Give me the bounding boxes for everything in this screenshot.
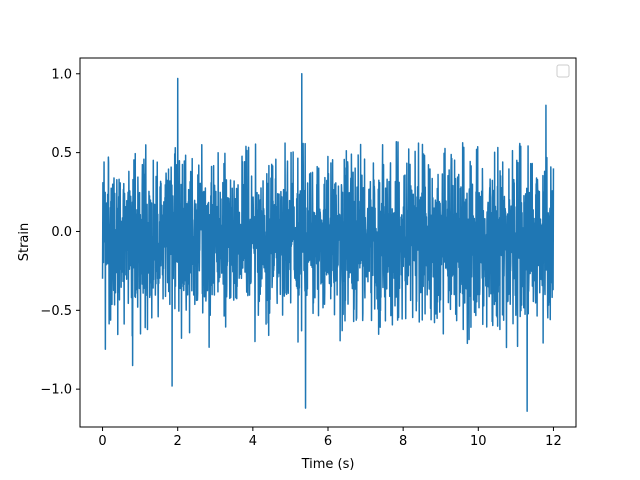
axes: 0 2 4 6 8 10 12 −1.0 −0.5 0.0 0.5 1.0 — [40, 57, 577, 449]
x-tick-label: 12 — [545, 434, 562, 449]
y-axis-title: Strain — [17, 223, 32, 262]
x-tick-label: 0 — [98, 434, 106, 449]
y-tick-label: 0.0 — [51, 225, 72, 240]
y-tick-label: −0.5 — [40, 304, 72, 319]
legend-box — [556, 64, 570, 78]
strain-series-line — [101, 73, 555, 412]
x-tick-label: 6 — [324, 434, 332, 449]
x-axis-title: Time (s) — [301, 457, 355, 472]
y-tick-label: 0.5 — [51, 146, 72, 161]
x-tick-label: 10 — [470, 434, 487, 449]
legend — [556, 64, 570, 78]
plot-area — [101, 73, 555, 412]
y-tick-label: 1.0 — [51, 67, 72, 82]
x-tick-label: 2 — [174, 434, 182, 449]
x-tick-label: 4 — [249, 434, 257, 449]
y-tick-label: −1.0 — [40, 383, 72, 398]
x-tick-label: 8 — [399, 434, 407, 449]
